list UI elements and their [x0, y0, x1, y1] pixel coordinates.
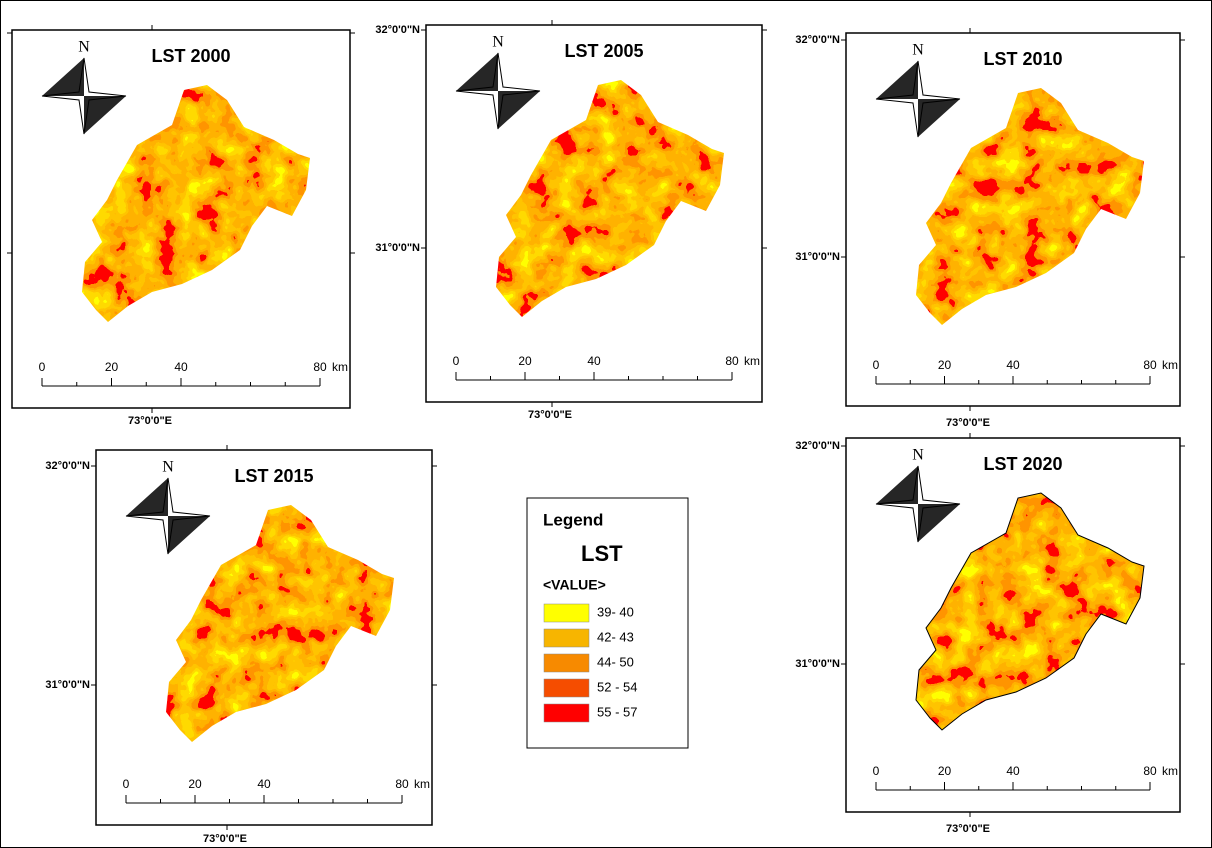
scale-label: 0: [873, 358, 880, 372]
scale-label: 80: [725, 354, 739, 368]
scale-unit: km: [332, 360, 348, 374]
north-label: N: [912, 447, 924, 464]
panel-title: LST 2020: [983, 454, 1062, 474]
lat-label: 32°0'0"N: [375, 24, 420, 36]
scale-unit: km: [744, 354, 760, 368]
legend-title: Legend: [543, 510, 603, 529]
north-label: N: [78, 39, 90, 56]
scale-label: 0: [453, 354, 460, 368]
legend-swatch: [543, 678, 590, 698]
panel-title: LST 2010: [983, 49, 1062, 69]
legend-field: <VALUE>: [543, 577, 606, 593]
lon-label: 73°0'0"E: [203, 833, 247, 845]
scale-unit: km: [1162, 764, 1178, 778]
lat-label: 31°0'0"N: [45, 679, 90, 691]
legend-swatch: [543, 603, 590, 623]
scale-label: 20: [518, 354, 532, 368]
scale-label: 80: [395, 777, 409, 791]
north-label: N: [492, 34, 504, 51]
lat-label: 31°0'0"N: [795, 251, 840, 263]
scale-label: 0: [873, 764, 880, 778]
legend-swatch: [543, 628, 590, 648]
region-outline: [915, 492, 1145, 731]
lon-label: 73°0'0"E: [128, 415, 172, 427]
legend-label: 55 - 57: [597, 704, 637, 719]
scale-label: 40: [587, 354, 601, 368]
north-label: N: [162, 459, 174, 476]
map-panel: LST 2015 N 0 20 40 80 km 32°0'0"N 31°0'0"N 73°0'0…: [45, 445, 437, 845]
north-arrow-shade: [126, 478, 210, 554]
lat-label: 32°0'0"N: [45, 460, 90, 472]
legend: Legend LST <VALUE> 39- 40 42- 43 44- 50 52 …: [526, 497, 689, 749]
map-panel: LST 2000 N 0 20 40 80 km 73°0'0"E: [7, 25, 355, 427]
legend-swatch: [543, 653, 590, 673]
legend-swatch: [543, 703, 590, 723]
panel-title: LST 2005: [564, 41, 643, 61]
north-arrow-shade: [42, 58, 126, 134]
north-label: N: [912, 42, 924, 59]
scale-label: 20: [938, 764, 952, 778]
north-arrow-shade: [876, 61, 960, 137]
lon-label: 73°0'0"E: [946, 417, 990, 429]
scale-unit: km: [414, 777, 430, 791]
legend-layer: LST: [581, 541, 623, 566]
north-arrow-shade: [456, 53, 540, 129]
scale-unit: km: [1162, 358, 1178, 372]
lat-label: 31°0'0"N: [795, 658, 840, 670]
scale-label: 20: [938, 358, 952, 372]
lon-label: 73°0'0"E: [528, 409, 572, 421]
scale-label: 20: [188, 777, 202, 791]
lat-label: 32°0'0"N: [795, 34, 840, 46]
map-panel: LST 2010 N 0 20 40 80 km 32°0'0"N 31°0'0"N 73°0'0…: [795, 28, 1185, 429]
lat-label: 31°0'0"N: [375, 242, 420, 254]
scale-label: 40: [257, 777, 271, 791]
panel-title: LST 2000: [151, 46, 230, 66]
scale-label: 80: [1143, 764, 1157, 778]
legend-label: 42- 43: [597, 629, 634, 644]
scale-label: 80: [1143, 358, 1157, 372]
scale-label: 40: [1006, 358, 1020, 372]
scale-label: 0: [39, 360, 46, 374]
scale-label: 40: [1006, 764, 1020, 778]
map-panel: LST 2020 N 0 20 40 80 km 32°0'0"N 31°0'0"N 73°0'0…: [795, 433, 1185, 835]
legend-label: 52 - 54: [597, 679, 637, 694]
scale-label: 40: [174, 360, 188, 374]
legend-label: 44- 50: [597, 654, 634, 669]
panel-title: LST 2015: [234, 466, 313, 486]
lon-label: 73°0'0"E: [946, 823, 990, 835]
map-panel: LST 2005 N 0 20 40 80 km 32°0'0"N 31°0'0"N 73°0'0…: [375, 20, 767, 421]
legend-label: 39- 40: [597, 604, 634, 619]
scale-label: 80: [313, 360, 327, 374]
scale-label: 0: [123, 777, 130, 791]
north-arrow-shade: [876, 466, 960, 542]
lat-label: 32°0'0"N: [795, 440, 840, 452]
scale-label: 20: [105, 360, 119, 374]
